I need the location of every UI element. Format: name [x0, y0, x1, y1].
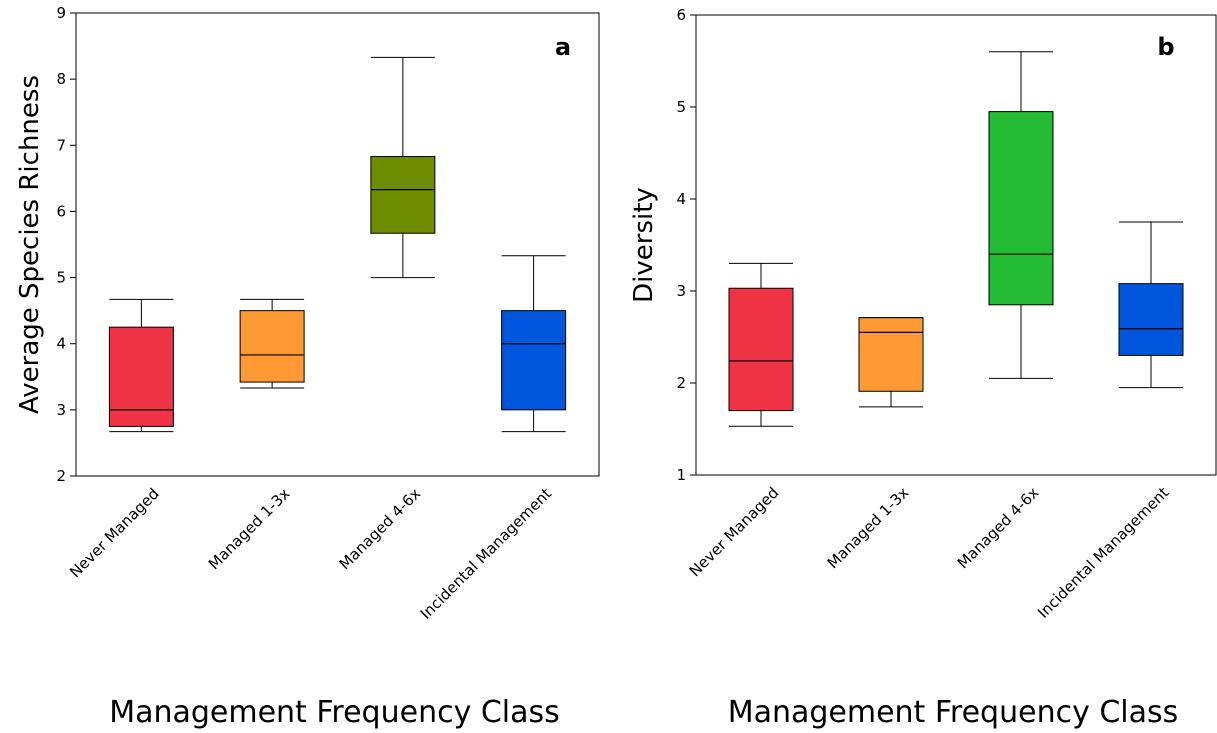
box-body [108, 326, 174, 427]
y-tick-label: 7 [56, 136, 66, 154]
box-3 [988, 51, 1054, 379]
x-axis-label: Management Frequency Class [728, 695, 1179, 730]
box-1 [728, 262, 794, 427]
y-tick-label: 3 [676, 282, 686, 300]
panel-letter: a [555, 33, 571, 61]
box-body [858, 317, 924, 392]
box-2 [858, 317, 924, 408]
box-2 [239, 298, 305, 389]
category-label: Managed 4-6x [336, 484, 425, 573]
panel-letter: b [1157, 33, 1174, 61]
y-tick-label: 8 [56, 70, 66, 88]
box-body [501, 310, 567, 411]
category-label: Managed 4-6x [954, 483, 1043, 572]
box-body [239, 310, 305, 383]
y-tick-label: 3 [56, 401, 66, 419]
y-tick-label: 5 [676, 98, 686, 116]
y-tick-label: 6 [56, 202, 66, 220]
y-axis-label: Diversity [629, 187, 659, 303]
category-label: Managed 1-3x [205, 484, 294, 573]
box-4 [1118, 221, 1184, 389]
y-tick-label: 5 [56, 269, 66, 287]
box-4 [501, 255, 567, 433]
y-tick-label: 2 [56, 467, 66, 485]
box-body [370, 156, 436, 234]
y-tick-label: 6 [676, 6, 686, 24]
y-axis-label: Average Species Richness [15, 75, 45, 414]
box-1 [108, 298, 174, 433]
category-label: Incidental Management [1034, 484, 1172, 622]
category-label: Never Managed [66, 485, 163, 582]
box-body [728, 287, 794, 412]
panel-b: 1 2 3 4 5 6 Never Managed Managed 1-3x Managed 4… [629, 6, 1217, 730]
box-body [988, 111, 1054, 306]
y-tick-label: 9 [56, 4, 66, 22]
plot-frame [75, 12, 600, 477]
plot-frame [695, 14, 1217, 476]
y-tick-label: 1 [676, 466, 686, 484]
box-3 [370, 56, 436, 279]
x-axis-label: Management Frequency Class [109, 695, 560, 730]
box-body [1118, 283, 1184, 356]
y-tick-label: 2 [676, 374, 686, 392]
category-label: Managed 1-3x [824, 483, 913, 572]
y-tick-label: 4 [56, 335, 66, 353]
category-label: Incidental Management [417, 485, 555, 623]
y-tick-label: 4 [676, 190, 686, 208]
panel-a: 2 3 4 5 6 7 8 9 Never Managed Managed 1-3x Managed… [15, 4, 600, 730]
category-label: Never Managed [686, 484, 783, 581]
